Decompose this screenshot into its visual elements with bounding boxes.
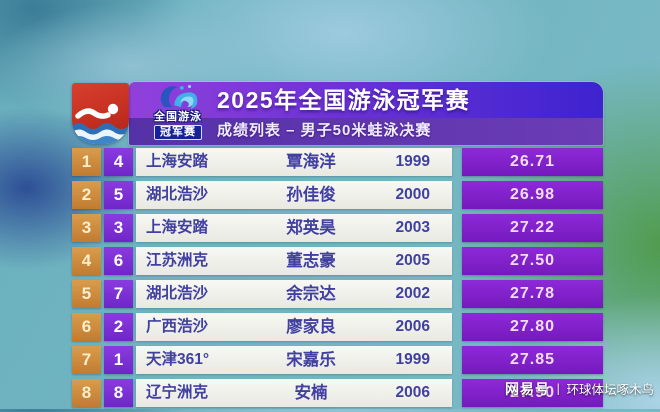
athlete-info-panel: 天津361° 宋嘉乐 1999: [136, 346, 452, 374]
event-subtitle: 成绩列表 – 男子50米蛙泳决赛: [217, 122, 432, 139]
club-name: 上海安踏: [146, 153, 209, 170]
watermark-divider: 丨: [552, 383, 565, 397]
athlete-info-panel: 广西浩沙 廖家良 2006: [136, 313, 452, 341]
rank-badge: 6: [72, 313, 101, 341]
birth-year: 2006: [395, 384, 430, 401]
wave-logo-icon: [160, 84, 198, 109]
athlete-info-panel: 江苏洲克 董志豪 2005: [136, 247, 452, 275]
birth-year: 2006: [395, 318, 430, 335]
athlete-info-panel: 上海安踏 郑英昊 2003: [136, 214, 452, 242]
table-row: 3 3 上海安踏 郑英昊 2003 27.22: [72, 214, 603, 242]
results-scoreboard: 2025年全国游泳冠军赛 成绩列表 – 男子50米蛙泳决赛 全国游泳 冠军赛 1…: [72, 82, 603, 412]
club-name: 广西浩沙: [146, 318, 209, 335]
athlete-info-panel: 湖北浩沙 孙佳俊 2000: [136, 181, 452, 209]
club-name: 湖北浩沙: [146, 186, 209, 203]
rank-badge: 1: [72, 148, 101, 176]
table-row: 1 4 上海安踏 覃海洋 1999 26.71: [72, 148, 603, 176]
lane-badge: 5: [104, 181, 133, 209]
athlete-info-panel: 上海安踏 覃海洋 1999: [136, 148, 452, 176]
birth-year: 2003: [395, 219, 430, 236]
result-time: 27.85: [462, 346, 603, 374]
table-row: 5 7 湖北浩沙 余宗达 2002 27.78: [72, 280, 603, 308]
result-time: 27.90: [462, 379, 603, 407]
watermark-account: 环球体坛啄木鸟: [566, 383, 655, 397]
swimmer-icon: [72, 103, 129, 144]
result-time: 26.98: [462, 181, 603, 209]
header-title-band: 2025年全国游泳冠军赛: [129, 82, 603, 118]
watermark-brand: 网易号: [505, 381, 550, 397]
club-name: 上海安踏: [146, 219, 209, 236]
championship-logo: 全国游泳 冠军赛: [145, 84, 211, 140]
athlete-name: 宋嘉乐: [286, 351, 336, 369]
rank-badge: 8: [72, 379, 101, 407]
rank-badge: 3: [72, 214, 101, 242]
result-time: 27.78: [462, 280, 603, 308]
lane-badge: 1: [104, 346, 133, 374]
athlete-name: 覃海洋: [286, 153, 336, 171]
birth-year: 1999: [395, 351, 430, 368]
lane-badge: 4: [104, 148, 133, 176]
athlete-info-panel: 湖北浩沙 余宗达 2002: [136, 280, 452, 308]
lane-badge: 8: [104, 379, 133, 407]
athlete-info-panel: 辽宁洲克 安楠 2006: [136, 379, 452, 407]
club-name: 江苏洲克: [146, 252, 209, 269]
result-time: 26.71: [462, 148, 603, 176]
logo-text-line1: 全国游泳: [154, 111, 202, 123]
birth-year: 2000: [395, 186, 430, 203]
birth-year: 2002: [395, 285, 430, 302]
header-subtitle-band: 成绩列表 – 男子50米蛙泳决赛: [129, 118, 603, 145]
club-name: 湖北浩沙: [146, 285, 209, 302]
rank-badge: 4: [72, 247, 101, 275]
watermark: 网易号丨环球体坛啄木鸟: [505, 379, 654, 399]
rank-badge: 2: [72, 181, 101, 209]
logo-text-line2: 冠军赛: [154, 125, 202, 140]
lane-badge: 2: [104, 313, 133, 341]
club-name: 天津361°: [146, 351, 210, 368]
club-name: 辽宁洲克: [146, 384, 209, 401]
result-time: 27.50: [462, 247, 603, 275]
results-table: 1 4 上海安踏 覃海洋 1999 26.71 2 5 湖北浩沙 孙佳俊 200…: [72, 148, 603, 412]
athlete-name: 安楠: [294, 384, 328, 402]
table-row: 4 6 江苏洲克 董志豪 2005 27.50: [72, 247, 603, 275]
header-bar: 2025年全国游泳冠军赛 成绩列表 – 男子50米蛙泳决赛 全国游泳 冠军赛: [129, 82, 603, 145]
table-row: 8 8 辽宁洲克 安楠 2006 27.90: [72, 379, 603, 407]
result-time: 27.80: [462, 313, 603, 341]
table-row: 7 1 天津361° 宋嘉乐 1999 27.85: [72, 346, 603, 374]
lane-badge: 6: [104, 247, 133, 275]
athlete-name: 廖家良: [286, 318, 336, 336]
lane-badge: 3: [104, 214, 133, 242]
birth-year: 2005: [395, 252, 430, 269]
birth-year: 1999: [395, 153, 430, 170]
swimmer-shield-badge: [72, 83, 129, 144]
athlete-name: 余宗达: [286, 285, 336, 303]
table-row: 6 2 广西浩沙 廖家良 2006 27.80: [72, 313, 603, 341]
lane-badge: 7: [104, 280, 133, 308]
athlete-name: 孙佳俊: [286, 186, 336, 204]
result-time: 27.22: [462, 214, 603, 242]
page-title: 2025年全国游泳冠军赛: [217, 87, 471, 113]
rank-badge: 7: [72, 346, 101, 374]
rank-badge: 5: [72, 280, 101, 308]
athlete-name: 郑英昊: [286, 219, 336, 237]
table-row: 2 5 湖北浩沙 孙佳俊 2000 26.98: [72, 181, 603, 209]
athlete-name: 董志豪: [286, 252, 336, 270]
